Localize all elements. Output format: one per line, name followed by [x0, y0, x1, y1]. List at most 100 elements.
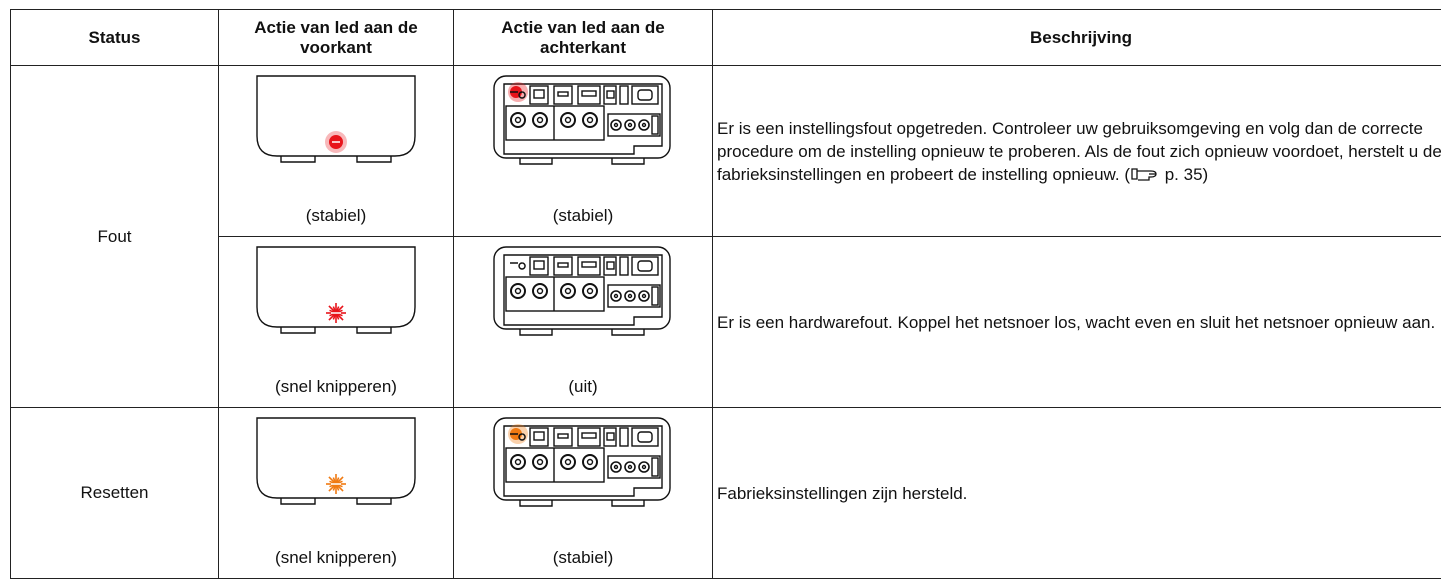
shape [529, 256, 549, 276]
shape [631, 427, 659, 447]
shape [586, 287, 594, 295]
header-cell: Beschrijving [712, 9, 1441, 66]
shape [280, 327, 392, 334]
shape [514, 287, 522, 295]
shape [631, 256, 659, 276]
shape [553, 85, 573, 105]
back-cell: (stabiel) [453, 407, 713, 579]
shape [606, 261, 615, 270]
description-text: Er is een instellingsfout opgetreden. Co… [717, 118, 1441, 184]
cell: (stabiel) [454, 408, 712, 574]
shape [627, 464, 633, 470]
shape [631, 85, 659, 105]
shape [503, 83, 663, 155]
description: Fabrieksinstellingen zijn hersteld. [712, 407, 1441, 579]
shape [603, 256, 617, 276]
shape [607, 284, 661, 308]
shape [256, 75, 416, 157]
header-cell: Status [10, 9, 219, 66]
shape [256, 246, 416, 328]
hand-icon [1131, 167, 1157, 181]
cell: (stabiel) [219, 66, 453, 232]
shape [641, 293, 647, 299]
description: Er is een instellingsfout opgetreden. Co… [712, 65, 1441, 237]
shape [560, 112, 576, 128]
shape [607, 113, 661, 137]
caption: (stabiel) [552, 548, 614, 567]
shape [624, 290, 636, 302]
shape [582, 112, 598, 128]
shape [581, 261, 597, 268]
shape [606, 90, 615, 99]
shape [651, 286, 659, 306]
header-row: Status Actie van led aan de voorkant Act… [10, 9, 1441, 66]
shape [532, 283, 548, 299]
caption: (snel knipperen) [275, 548, 397, 567]
shape [586, 116, 594, 124]
cell: (stabiel) [454, 66, 712, 232]
shape [651, 115, 659, 135]
shape [510, 433, 526, 441]
caption: (uit) [568, 377, 598, 396]
shape [536, 116, 544, 124]
shape [510, 454, 526, 470]
shape [582, 283, 598, 299]
shape [577, 85, 601, 105]
reference: p. 35) [1164, 164, 1209, 184]
shape [624, 119, 636, 131]
shape [505, 276, 605, 312]
front-cell: (stabiel) [218, 65, 454, 237]
shape [493, 75, 671, 159]
shape [610, 290, 622, 302]
shape [533, 89, 545, 99]
shape [256, 417, 416, 499]
shape [582, 454, 598, 470]
shape [586, 458, 594, 466]
shape [529, 427, 549, 447]
shape [581, 90, 597, 97]
row: (snel knipperen) (uit) Er is een hardwar… [11, 236, 1441, 408]
shape [581, 432, 597, 439]
shape [510, 91, 526, 99]
cell: (snel knipperen) [219, 408, 453, 574]
shape [560, 283, 576, 299]
shape [533, 431, 545, 441]
back-illustration [493, 75, 671, 165]
shape [638, 119, 650, 131]
shape [613, 122, 619, 128]
shape [603, 427, 617, 447]
status: Fout [10, 65, 219, 408]
shape [533, 260, 545, 270]
shape [557, 262, 569, 268]
shape [493, 246, 671, 330]
header-cell: Actie van led aan de voorkant [218, 9, 454, 66]
shape [536, 287, 544, 295]
shape [606, 432, 615, 441]
shape [651, 457, 659, 477]
shape [505, 447, 605, 483]
row: Fout (stabiel) (stabiel) Er is een inste… [10, 65, 1441, 408]
shape [577, 256, 601, 276]
shape [510, 262, 526, 270]
shape [514, 458, 522, 466]
shape [619, 427, 629, 447]
header-cell: Actie van led aan de achterkant [453, 9, 713, 66]
shape [641, 122, 647, 128]
shape [514, 116, 522, 124]
shape [553, 427, 573, 447]
shape [613, 293, 619, 299]
caption: (stabiel) [552, 206, 614, 225]
caption: (stabiel) [305, 206, 367, 225]
front-illustration [256, 246, 416, 334]
shape [519, 500, 645, 507]
description: Er is een hardwarefout. Koppel het netsn… [712, 236, 1441, 408]
shape [536, 458, 544, 466]
front-illustration [256, 75, 416, 163]
shape [553, 256, 573, 276]
shape [641, 464, 647, 470]
cell: (snel knipperen) [219, 237, 453, 403]
shape [638, 461, 650, 473]
shape [638, 290, 650, 302]
shape [560, 454, 576, 470]
